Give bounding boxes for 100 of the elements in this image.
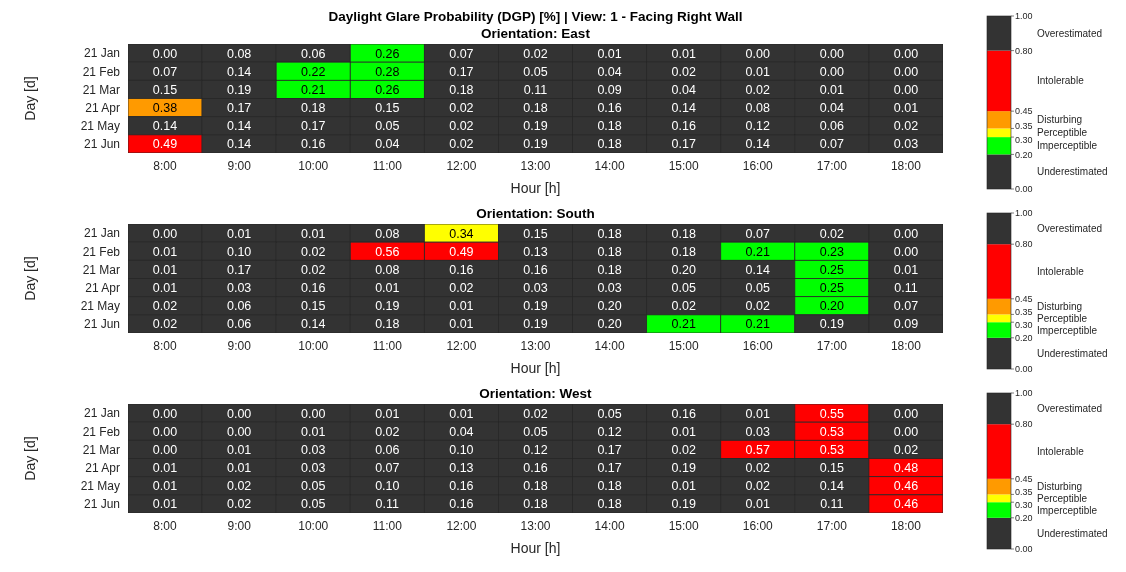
data-label: 0.23 [819,244,845,259]
data-label: 0.21 [745,244,770,259]
data-label: 0.14 [745,262,770,277]
data-label: 0.02 [523,46,548,61]
data-label: 0.18 [449,82,474,97]
x-tick-label: 9:00 [227,518,252,533]
data-label: 0.20 [597,299,622,314]
data-label: 0.13 [523,244,548,259]
data-label: 0.03 [301,461,326,476]
data-label: 0.02 [449,119,474,134]
data-label: 0.00 [893,244,919,259]
data-label: 0.25 [819,281,845,296]
data-label: 0.00 [893,46,919,61]
data-label: 0.01 [745,64,770,79]
data-label: 0.17 [671,137,696,152]
y-tick-label: 21 Feb [82,64,121,79]
data-label: 0.18 [671,226,696,241]
x-tick-label: 18:00 [890,518,922,533]
data-label: 0.02 [745,479,770,494]
data-label: 0.17 [597,461,622,476]
data-label: 0.03 [745,424,770,439]
data-label: 0.12 [745,119,770,134]
data-label: 0.02 [152,317,178,332]
x-tick-label: 16:00 [742,518,774,533]
data-label: 0.55 [819,406,845,421]
data-label: 0.01 [375,406,400,421]
data-label: 0.01 [671,479,696,494]
x-tick-label: 16:00 [742,338,774,353]
data-label: 0.07 [893,299,919,314]
data-label: 0.18 [597,137,622,152]
text: Intolerable [1037,75,1085,87]
data-label: 0.01 [893,101,919,116]
data-label: 0.19 [523,119,548,134]
data-label: 0.19 [523,137,548,152]
data-label: 0.18 [671,244,696,259]
data-label: 0.06 [819,119,845,134]
data-label: 0.16 [597,101,622,116]
data-label: 0.10 [375,479,400,494]
data-label: 0.07 [745,226,770,241]
y-axis-title: Day [d] [21,256,38,301]
data-label: 0.08 [226,46,252,61]
data-label: 0.06 [375,442,400,457]
x-tick-label: 8:00 [153,518,178,533]
x-tick-label: 18:00 [890,158,922,173]
data-label: 0.02 [375,424,400,439]
color-bar-label: 0.35 [1015,307,1033,318]
data-label: 0.18 [597,244,622,259]
text: Imperceptible [1037,324,1098,336]
data-label: 0.02 [671,64,696,79]
data-label: 0.20 [671,262,696,277]
y-tick-label: 21 May [80,479,120,494]
data-label: 0.26 [375,46,400,61]
x-tick-label: 12:00 [446,158,477,173]
data-label: 0.14 [152,119,178,134]
data-label: 0.53 [819,442,845,457]
data-label: 0.14 [819,479,845,494]
x-axis-title: Hour [h] [510,360,561,376]
data-label: 0.14 [671,101,696,116]
data-label: 0.00 [152,424,178,439]
data-label: 0.00 [893,406,919,421]
data-label: 0.15 [523,226,548,241]
color-bar-label: 0.00 [1015,544,1033,555]
data-label: 0.34 [449,226,474,241]
data-label: 0.04 [819,101,845,116]
data-label: 0.01 [152,262,178,277]
data-label: 0.11 [375,497,400,512]
data-label: 0.01 [597,46,622,61]
data-label: 0.02 [745,82,770,97]
chart-title: Orientation: South [475,205,596,222]
data-label: 0.04 [449,424,474,439]
data-label: 0.01 [301,424,326,439]
data-label: 0.02 [745,461,770,476]
data-label: 0.21 [745,317,770,332]
y-tick-label: 21 Jun [83,137,120,152]
x-tick-label: 8:00 [153,338,178,353]
data-label: 0.02 [449,137,474,152]
color-bar-label: 0.20 [1015,149,1033,160]
color-bar-label: 0.35 [1015,121,1033,132]
data-label: 0.14 [301,317,326,332]
data-label: 0.16 [523,262,548,277]
text: Perceptible [1037,312,1088,324]
data-label: 0.14 [226,137,252,152]
x-tick-label: 13:00 [520,338,551,353]
data-label: 0.03 [893,137,919,152]
data-label: 0.15 [152,82,178,97]
text: Disturbing [1037,481,1083,493]
color-bar-label: 0.80 [1015,45,1033,56]
data-label: 0.11 [820,497,844,512]
data-label: 0.15 [301,299,326,314]
data-label: 0.01 [301,226,326,241]
data-label: 0.57 [745,442,770,457]
data-label: 0.20 [819,299,845,314]
data-label: 0.19 [226,82,252,97]
data-label: 0.19 [523,299,548,314]
data-label: 0.17 [449,64,474,79]
data-label: 0.01 [152,479,178,494]
data-label: 0.19 [819,317,845,332]
x-tick-label: 14:00 [594,518,625,533]
data-label: 0.01 [671,46,696,61]
x-tick-label: 17:00 [816,518,848,533]
